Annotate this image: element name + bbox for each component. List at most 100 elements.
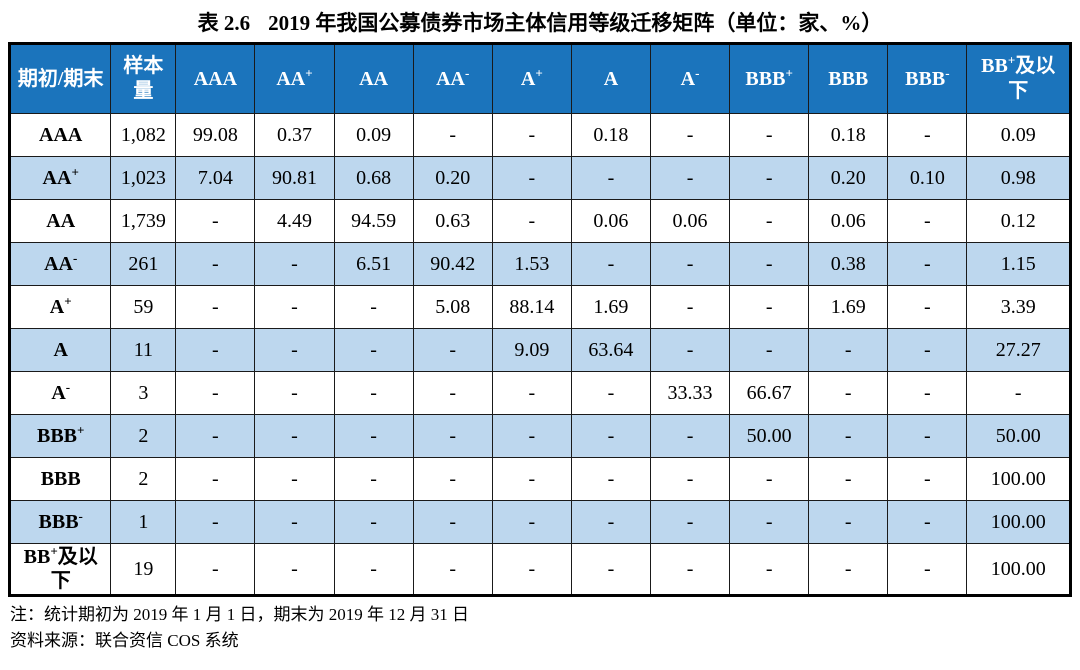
value-cell: - [729, 328, 810, 372]
value-cell: - [729, 285, 810, 329]
sample-header: 样本量 [110, 43, 177, 114]
value-cell: - [333, 285, 414, 329]
sample-cell: 1,739 [110, 199, 177, 243]
value-cell: 0.63 [412, 199, 493, 243]
note-line: 注：统计期初为 2019 年 1 月 1 日，期末为 2019 年 12 月 3… [10, 605, 469, 624]
value-cell: - [570, 242, 651, 286]
value-cell: - [887, 500, 968, 544]
value-cell: 100.00 [966, 457, 1071, 501]
table-row: A- 3- - - - - -33.33 66.67- - - [8, 371, 1071, 415]
value-cell: - [254, 371, 335, 415]
value-cell: - [491, 543, 572, 596]
value-cell: - [887, 543, 968, 596]
value-cell: - [175, 543, 256, 596]
value-cell: 27.27 [966, 328, 1071, 372]
column-header: AA [333, 43, 414, 114]
value-cell: 0.12 [966, 199, 1071, 243]
value-cell: - [729, 199, 810, 243]
sample-cell: 19 [110, 543, 177, 596]
value-cell: 94.59 [333, 199, 414, 243]
row-label: BB+及以下 [8, 543, 112, 596]
value-cell: 90.81 [254, 156, 335, 200]
value-cell: 0.38 [808, 242, 889, 286]
value-cell: - [491, 113, 572, 157]
value-cell: - [333, 414, 414, 458]
value-cell: - [966, 371, 1071, 415]
value-cell: - [333, 500, 414, 544]
sample-cell: 2 [110, 457, 177, 501]
value-cell: 4.49 [254, 199, 335, 243]
value-cell: - [412, 113, 493, 157]
table-row: AA 1,739-4.49 94.59 0.63-0.06 0.06-0.06-0.12 [8, 199, 1071, 243]
value-cell: 50.00 [729, 414, 810, 458]
table-row: BBB- 1- - - - - - - - - -100.00 [8, 500, 1071, 544]
value-cell: 0.20 [412, 156, 493, 200]
value-cell: - [412, 500, 493, 544]
value-cell: - [412, 457, 493, 501]
value-cell: 63.64 [570, 328, 651, 372]
value-cell: 0.06 [808, 199, 889, 243]
value-cell: - [175, 414, 256, 458]
value-cell: 0.18 [570, 113, 651, 157]
value-cell: - [729, 500, 810, 544]
value-cell: - [808, 328, 889, 372]
value-cell: 0.09 [333, 113, 414, 157]
value-cell: - [729, 156, 810, 200]
value-cell: - [175, 371, 256, 415]
value-cell: - [333, 543, 414, 596]
value-cell: - [175, 500, 256, 544]
value-cell: - [570, 500, 651, 544]
table-row: A+ 59- - -5.08 88.14 1.69- -1.69-3.39 [8, 285, 1071, 329]
row-label: BBB- [8, 500, 112, 544]
table-title-text: 2019 年我国公募债券市场主体信用等级迁移矩阵（单位：家、%） [268, 11, 883, 35]
table-body: AAA 1,082 99.08 0.37 0.09- -0.18- -0.18-0.09 AA… [8, 113, 1071, 596]
table-row: AA- 261- -6.51 90.42 1.53- - -0.38-1.15 [8, 242, 1071, 286]
value-cell: - [254, 500, 335, 544]
row-label: A+ [8, 285, 112, 329]
value-cell: - [649, 113, 731, 157]
value-cell: 0.18 [808, 113, 889, 157]
column-header: AA- [412, 43, 493, 114]
column-header: BBB [808, 43, 889, 114]
row-label: A- [8, 371, 112, 415]
value-cell: - [887, 113, 968, 157]
value-cell: - [491, 371, 572, 415]
value-cell: 0.06 [570, 199, 651, 243]
value-cell: - [808, 543, 889, 596]
value-cell: 0.37 [254, 113, 335, 157]
value-cell: - [887, 285, 968, 329]
value-cell: 100.00 [966, 543, 1071, 596]
table-notes: 注：统计期初为 2019 年 1 月 1 日，期末为 2019 年 12 月 3… [10, 602, 1080, 655]
value-cell: 1.69 [808, 285, 889, 329]
value-cell: - [649, 285, 731, 329]
table-row: AA+ 1,023 7.04 90.81 0.68 0.20- - - -0.20 0.10 0.9… [8, 156, 1071, 200]
value-cell: - [570, 371, 651, 415]
value-cell: - [570, 543, 651, 596]
value-cell: - [491, 414, 572, 458]
value-cell: - [649, 156, 731, 200]
value-cell: - [175, 457, 256, 501]
table-header: 期初/期末 样本量 AAA AA+ AA AA- A+ A A- BBB+ BBB BBB- BB+及以… [8, 43, 1071, 114]
row-label: AA+ [8, 156, 112, 200]
value-cell: - [808, 457, 889, 501]
value-cell: - [491, 156, 572, 200]
value-cell: 9.09 [491, 328, 572, 372]
value-cell: - [649, 242, 731, 286]
value-cell: - [887, 242, 968, 286]
value-cell: 50.00 [966, 414, 1071, 458]
value-cell: 0.10 [887, 156, 968, 200]
value-cell: - [175, 242, 256, 286]
value-cell: - [254, 457, 335, 501]
value-cell: - [808, 371, 889, 415]
value-cell: 0.68 [333, 156, 414, 200]
value-cell: 0.06 [649, 199, 731, 243]
value-cell: 6.51 [333, 242, 414, 286]
value-cell: - [412, 371, 493, 415]
value-cell: - [570, 156, 651, 200]
value-cell: - [412, 543, 493, 596]
value-cell: 1.53 [491, 242, 572, 286]
table-row: BB+及以下 19- - - - - - - - - -100.00 [8, 543, 1071, 596]
value-cell: - [175, 285, 256, 329]
sample-cell: 11 [110, 328, 177, 372]
